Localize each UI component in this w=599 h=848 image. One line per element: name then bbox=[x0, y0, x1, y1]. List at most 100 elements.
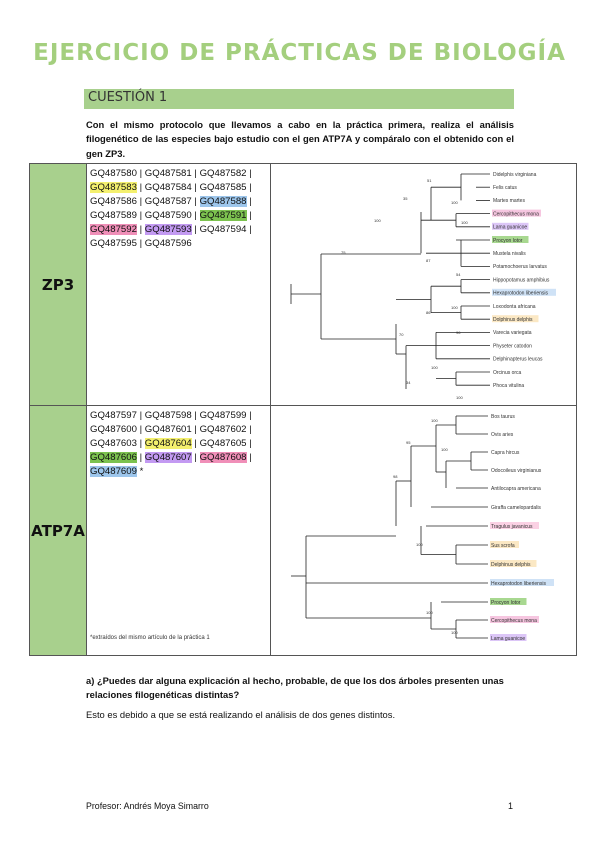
section-label: CUESTIÓN 1 bbox=[88, 90, 168, 105]
bootstrap-value: 100 bbox=[456, 395, 463, 400]
bootstrap-value: 35 bbox=[403, 196, 408, 201]
leaf-highlight bbox=[492, 315, 539, 323]
answer-a: Esto es debido a que se está realizando … bbox=[86, 709, 396, 720]
accession-id: GQ487587 bbox=[144, 196, 192, 207]
tree-leaf-label: Didelphis virginiana bbox=[493, 172, 537, 178]
accession-id: GQ487601 bbox=[144, 424, 192, 435]
leaf-highlight bbox=[490, 560, 537, 567]
bootstrap-value: 34 bbox=[406, 380, 411, 385]
accession-id: GQ487600 bbox=[90, 424, 137, 435]
tree-leaf-label: Loxodonta africana bbox=[493, 304, 536, 310]
accession-id: GQ487603 bbox=[90, 438, 137, 449]
accession-id: GQ487602 bbox=[199, 424, 247, 435]
tree-leaf-label: Lama guanicoe bbox=[491, 636, 525, 642]
tree-leaf-label: Hippopotamus amphibius bbox=[493, 277, 550, 283]
bootstrap-value: 87 bbox=[426, 258, 431, 263]
leaf-highlight bbox=[492, 236, 529, 243]
bootstrap-value: 100 bbox=[431, 418, 438, 423]
tree-leaf-label: Procyon lotor bbox=[491, 600, 521, 606]
accession-id: GQ487588 bbox=[199, 196, 247, 207]
leaf-highlight bbox=[490, 598, 527, 605]
atp7a-accessions: GQ487597 | GQ487598 | GQ487599 | GQ487600… bbox=[86, 405, 271, 656]
bootstrap-value: 100 bbox=[451, 200, 458, 205]
atp7a-footnote: *extraídos del mismo artículo de la prác… bbox=[90, 635, 210, 641]
accession-id: GQ487584 bbox=[144, 182, 192, 193]
atp7a-label: ATP7A bbox=[29, 405, 87, 656]
tree-leaf-label: Antilocapra americana bbox=[491, 486, 541, 492]
leaf-highlight bbox=[492, 209, 541, 217]
accession-id: GQ487592 bbox=[90, 224, 137, 235]
accession-id: GQ487593 bbox=[144, 224, 192, 235]
bootstrap-value: 100 bbox=[451, 630, 458, 635]
atp7a-tree-cell: Bos taurus Ovis aries Capra hircus Odocoile… bbox=[270, 405, 577, 656]
atp7a-accession-list: GQ487597 | GQ487598 | GQ487599 | GQ487600… bbox=[90, 410, 252, 477]
bootstrap-value: 100 bbox=[431, 365, 438, 370]
bootstrap-value: 100 bbox=[426, 610, 433, 615]
tree-leaf-label: Felis catus bbox=[493, 185, 517, 191]
accession-id: GQ487586 bbox=[90, 196, 137, 207]
bootstrap-value: 86 bbox=[426, 310, 431, 315]
tree-leaf-label: Bos taurus bbox=[491, 414, 515, 420]
zp3-label: ZP3 bbox=[29, 163, 87, 406]
accession-id: GQ487597 bbox=[90, 410, 137, 421]
accession-id: GQ487606 bbox=[90, 452, 137, 463]
leaf-highlight bbox=[490, 616, 539, 623]
accession-id: GQ487589 bbox=[90, 210, 137, 221]
accession-id: GQ487590 bbox=[144, 210, 192, 221]
atp7a-row: ATP7A GQ487597 | GQ487598 | GQ487599 | GQ… bbox=[29, 405, 577, 656]
leaf-highlight bbox=[492, 222, 529, 230]
accession-id: GQ487595 bbox=[90, 238, 137, 249]
footer-author: Profesor: Andrés Moya Simarro bbox=[86, 801, 209, 811]
bootstrap-value: 100 bbox=[416, 542, 423, 547]
accession-id: GQ487599 bbox=[199, 410, 247, 421]
tree-leaf-label: Potamochoerus larvatus bbox=[493, 264, 547, 270]
page-title: EJERCICIO DE PRÁCTICAS DE BIOLOGÍA bbox=[33, 40, 566, 66]
section-header: CUESTIÓN 1 bbox=[84, 89, 514, 109]
tree-leaf-label: Lama guanicoe bbox=[493, 225, 527, 231]
zp3-phylogenetic-tree: Didelphis virginiana Felis catus Martes ma… bbox=[290, 172, 556, 400]
zp3-tree-cell: Didelphis virginiana Felis catus Martes ma… bbox=[270, 163, 577, 406]
tree-leaf-label: Mustela nivalis bbox=[493, 251, 526, 257]
accession-id: GQ487581 bbox=[144, 168, 192, 179]
tree-leaf-label: Orcinus orca bbox=[493, 370, 522, 376]
tree-leaf-label: Phoca vitulina bbox=[493, 383, 524, 389]
tree-leaf-label: Delphinapterus leucas bbox=[493, 357, 543, 363]
leaf-highlight bbox=[490, 522, 539, 529]
tree-leaf-label: Tragulus javanicus bbox=[491, 524, 533, 530]
tree-leaf-label: Cercopithecus mona bbox=[493, 211, 539, 217]
accession-id: GQ487585 bbox=[199, 182, 247, 193]
intro-paragraph: Con el mismo protocolo que llevamos a ca… bbox=[86, 119, 514, 159]
tree-leaf-label: Capra hircus bbox=[491, 450, 520, 456]
bootstrap-value: 96 bbox=[456, 330, 461, 335]
tree-leaf-label: Sus scrofa bbox=[491, 543, 515, 549]
bootstrap-value: 100 bbox=[461, 220, 468, 225]
zp3-accessions: GQ487580 | GQ487581 | GQ487582 | GQ487583… bbox=[86, 163, 271, 406]
question-a: a) ¿Puedes dar alguna explicación al hec… bbox=[86, 675, 504, 700]
leaf-highlight bbox=[492, 288, 556, 296]
tree-leaf-label: Physeter catodon bbox=[493, 343, 532, 349]
atp7a-phylogenetic-tree: Bos taurus Ovis aries Capra hircus Odocoile… bbox=[291, 414, 554, 642]
zp3-row: ZP3 GQ487580 | GQ487581 | GQ487582 | GQ48… bbox=[29, 163, 577, 406]
leaf-highlight bbox=[490, 634, 527, 641]
accession-id: GQ487583 bbox=[90, 182, 137, 193]
tree-leaf-label: Hexaprotodon liberiensis bbox=[493, 291, 549, 297]
accession-id: GQ487604 bbox=[144, 438, 192, 449]
leaf-highlight bbox=[490, 579, 554, 586]
bootstrap-value: 100 bbox=[451, 305, 458, 310]
bootstrap-value: 98 bbox=[393, 474, 398, 479]
accession-id: GQ487609 bbox=[90, 466, 137, 477]
accession-id: GQ487596 bbox=[144, 238, 192, 249]
accession-id: GQ487582 bbox=[199, 168, 247, 179]
tree-leaf-label: Varecia variegata bbox=[493, 330, 532, 336]
leaf-highlight bbox=[490, 541, 519, 548]
bootstrap-value: 75 bbox=[341, 250, 346, 255]
tree-leaf-label: Dolphinus delphis bbox=[493, 317, 533, 323]
accession-id: GQ487580 bbox=[90, 168, 137, 179]
bootstrap-value: 51 bbox=[427, 178, 432, 183]
footnote-marker: * bbox=[136, 466, 144, 477]
accession-id: GQ487591 bbox=[199, 210, 247, 221]
bootstrap-value: 54 bbox=[456, 272, 461, 277]
bootstrap-value: 100 bbox=[441, 447, 448, 452]
tree-leaf-label: Procyon lotor bbox=[493, 238, 523, 244]
bootstrap-value: 100 bbox=[374, 218, 381, 223]
